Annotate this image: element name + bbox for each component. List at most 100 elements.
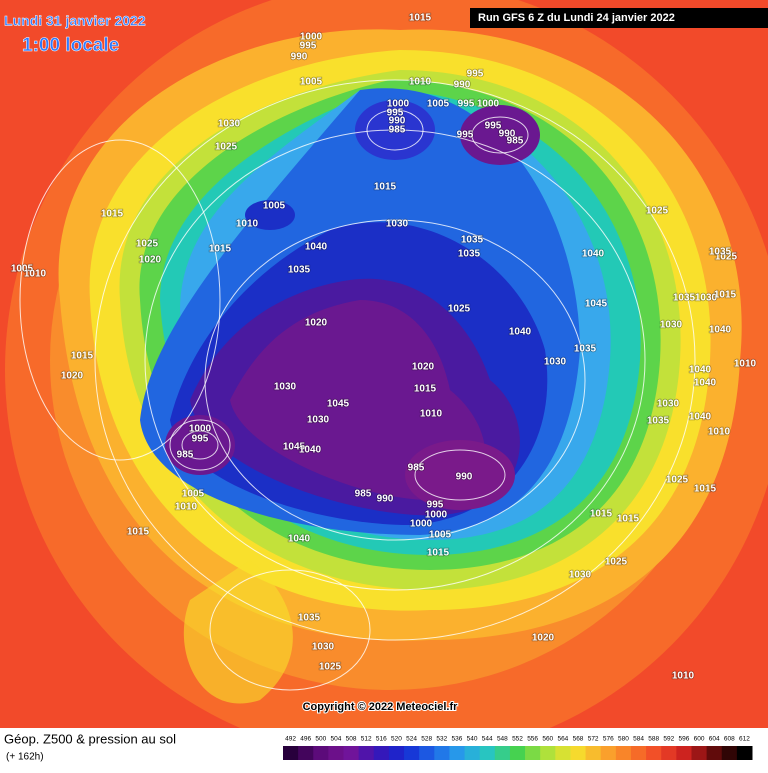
scale-label: 568 xyxy=(573,736,584,743)
isobar-label: 1045 xyxy=(585,299,608,310)
isobar-label: 1005 xyxy=(182,489,205,500)
isobar-label: 1000 xyxy=(189,424,212,435)
isobar-label: 1040 xyxy=(709,325,732,336)
scale-label: 516 xyxy=(376,736,387,743)
isobar-label: 1005 xyxy=(300,77,323,88)
scale-swatch xyxy=(494,746,511,760)
scale-swatch xyxy=(509,746,526,760)
scale-label: 584 xyxy=(633,736,644,743)
scale-swatch xyxy=(479,746,496,760)
scale-label: 588 xyxy=(648,736,659,743)
isobar-label: 1030 xyxy=(312,642,335,653)
scale-label: 548 xyxy=(497,736,508,743)
isobar-label: 1040 xyxy=(288,534,311,545)
isobar-label: 1035 xyxy=(298,613,321,624)
scale-label: 604 xyxy=(709,736,720,743)
scale-label: 596 xyxy=(678,736,689,743)
isobar-label: 995 xyxy=(387,108,404,119)
isobar-label: 985 xyxy=(507,136,524,147)
isobar-label: 1035 xyxy=(673,293,696,304)
isobar-label: 1025 xyxy=(319,662,342,673)
scale-swatch xyxy=(540,746,556,760)
isobar-label: 990 xyxy=(499,129,516,140)
isobar-label: 985 xyxy=(177,450,194,461)
isobar-label: 1020 xyxy=(139,255,162,266)
isobar-label: 1030 xyxy=(274,382,297,393)
date: Lundi 31 janvier 2022 xyxy=(4,13,146,29)
isobar-label: 1020 xyxy=(412,362,435,373)
isobar-label: 1010 xyxy=(409,77,432,88)
color-scale: 492 496 500 504 508 512 516 520 524 528 532 536 540 5… xyxy=(283,736,753,760)
isobar-label: 1015 xyxy=(694,484,717,495)
isobar-label: 985 xyxy=(408,463,425,474)
isobar-label: 1010 xyxy=(420,409,443,420)
isobar-label: 1025 xyxy=(136,239,159,250)
scale-swatch xyxy=(691,746,708,760)
scale-swatch xyxy=(736,746,753,760)
local-time: 1:00 locale xyxy=(22,35,119,56)
isobar-label: 1030 xyxy=(660,320,683,331)
scale-label: 492 xyxy=(285,736,296,743)
isobar-label: 1030 xyxy=(657,399,680,410)
isobar-label: 1035 xyxy=(709,247,732,258)
isobar-label: 1000 xyxy=(477,99,500,110)
isobar-label: 990 xyxy=(377,494,394,505)
isobar-label: 995 xyxy=(427,500,444,511)
scale-swatch xyxy=(358,746,375,760)
isobar-label: 1010 xyxy=(24,269,47,280)
isobar-label: 995 xyxy=(485,121,502,132)
run-bg xyxy=(470,8,768,28)
scale-swatch xyxy=(419,746,435,760)
scale-label: 556 xyxy=(527,736,538,743)
scale-swatch xyxy=(373,746,390,760)
isobar-label: 1000 xyxy=(387,99,410,110)
footer-subtitle: (+ 162h) xyxy=(6,752,44,763)
isobar-label: 995 xyxy=(467,69,484,80)
isobar-label: 1015 xyxy=(590,509,613,520)
isobar-label: 1005 xyxy=(11,264,34,275)
isobar-label: 1030 xyxy=(307,415,330,426)
scale-swatch xyxy=(343,746,360,760)
scale-swatch xyxy=(630,746,647,760)
isobar-label: 1020 xyxy=(61,371,84,382)
isobar-label: 1015 xyxy=(101,209,124,220)
isobar-label: 1010 xyxy=(236,219,259,230)
isobar-label: 1030 xyxy=(544,357,567,368)
isobar-label: 990 xyxy=(389,116,406,127)
scale-label: 544 xyxy=(482,736,493,743)
isobar-label: 1005 xyxy=(429,530,452,541)
isobar-label: 1025 xyxy=(605,557,628,568)
isobar-label: 1025 xyxy=(215,142,238,153)
scale-label: 528 xyxy=(421,736,432,743)
isobar-label: 1035 xyxy=(461,235,484,246)
isobar-label: 1015 xyxy=(409,13,432,24)
isobar-label: 1045 xyxy=(283,442,306,453)
scale-label: 520 xyxy=(391,736,402,743)
scale-swatch xyxy=(706,746,723,760)
isobar-label: 1025 xyxy=(448,304,471,315)
scale-label: 524 xyxy=(406,736,417,743)
scale-label: 564 xyxy=(557,736,568,743)
scale-swatch xyxy=(525,746,541,760)
scale-swatch xyxy=(298,746,314,760)
isobar-label: 1030 xyxy=(386,219,409,230)
isobar-label: 995 xyxy=(192,434,209,445)
scale-label: 540 xyxy=(467,736,478,743)
isobar-label: 985 xyxy=(355,489,372,500)
scale-swatch xyxy=(313,746,329,760)
scale-swatch xyxy=(328,746,345,760)
isobar-label: 1020 xyxy=(305,318,328,329)
scale-swatch xyxy=(449,746,466,760)
isobar-label: 1015 xyxy=(414,384,437,395)
isobar-label: 1015 xyxy=(427,548,450,559)
scale-swatch xyxy=(676,746,692,760)
scale-label: 600 xyxy=(694,736,705,743)
isobar-label: 1000 xyxy=(425,510,448,521)
isobar-label: 995 xyxy=(457,130,474,141)
scale-swatch xyxy=(283,746,299,760)
isobar-label: 1015 xyxy=(374,182,397,193)
scale-label: 500 xyxy=(315,736,326,743)
isobar-label: 1030 xyxy=(695,293,718,304)
